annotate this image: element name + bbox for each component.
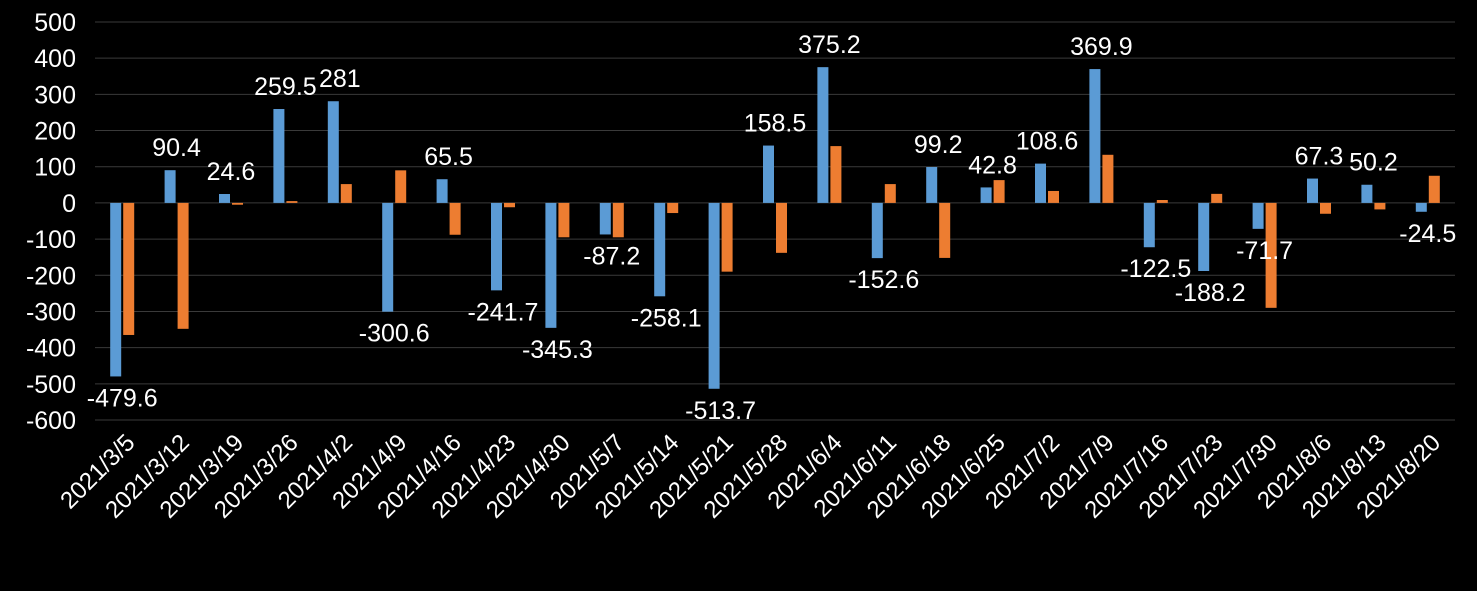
y-tick-label: -300	[26, 298, 76, 326]
data-label: 24.6	[207, 158, 256, 186]
bar-series-1	[219, 194, 230, 203]
bar-series-1	[763, 145, 774, 203]
data-label: -258.1	[631, 304, 702, 332]
bar-series-2	[123, 202, 135, 335]
data-label: -188.2	[1175, 279, 1246, 307]
y-tick-label: -500	[26, 371, 76, 399]
bar-series-2	[1320, 202, 1331, 214]
bar-series-2	[939, 202, 951, 258]
bar-series-2	[1156, 200, 1168, 203]
data-label: -300.6	[359, 320, 430, 348]
data-label: 65.5	[424, 143, 473, 171]
bar-series-1	[654, 202, 666, 297]
bar-series-2	[340, 184, 352, 203]
bar-series-2	[177, 202, 189, 329]
bar-series-2	[558, 202, 570, 238]
bar-series-1	[164, 170, 176, 203]
bar-series-1	[436, 179, 448, 203]
y-tick-label: 200	[34, 118, 76, 146]
bar-series-1	[382, 202, 394, 312]
bar-series-1	[708, 202, 720, 389]
gridlines	[95, 21, 1455, 421]
bar-series-1	[1415, 202, 1427, 212]
data-label: 108.6	[1016, 128, 1079, 156]
data-label: 375.2	[798, 31, 861, 59]
bar-series-2	[395, 170, 407, 203]
data-label: -24.5	[1399, 220, 1456, 248]
bar-series-2	[830, 146, 842, 203]
data-label: -513.7	[685, 397, 756, 425]
y-tick-label: 500	[34, 9, 76, 37]
y-tick-label: 0	[62, 190, 76, 218]
data-labels: -479.6 90.424.6 259.5 281 -300.6 65.5 -241.7 -3…	[87, 31, 1457, 425]
data-label: 42.8	[968, 151, 1017, 179]
bar-series-2	[504, 202, 515, 208]
data-label: -241.7	[468, 298, 539, 326]
data-label: 90.4	[152, 134, 201, 162]
bar-series-2	[667, 202, 679, 214]
bar-series-2	[884, 184, 896, 203]
data-label: 281	[319, 65, 361, 93]
bar-series-1	[871, 202, 883, 259]
bar-series-2	[1211, 193, 1223, 203]
bar-series-1	[491, 202, 502, 291]
y-tick-label: 300	[34, 81, 76, 109]
bar-series-1	[1361, 184, 1373, 203]
bar-series-2	[776, 202, 787, 253]
bar-series-1	[980, 187, 992, 203]
bar-series-1	[1089, 69, 1101, 203]
data-label: -87.2	[583, 242, 640, 270]
y-tick-label: 100	[34, 154, 76, 182]
bar-series-1	[110, 202, 122, 377]
bar-series-2	[1428, 175, 1440, 203]
y-tick-label: -200	[26, 262, 76, 290]
bar-series-2	[1265, 202, 1277, 308]
bar-series-1	[1143, 202, 1155, 248]
data-label: 50.2	[1349, 149, 1398, 177]
bar-series-2	[993, 180, 1005, 203]
data-label: 158.5	[744, 110, 807, 138]
bar-series-2	[286, 201, 298, 203]
data-label: 99.2	[914, 131, 963, 159]
data-label: 259.5	[254, 73, 317, 101]
bar-series-2	[1048, 190, 1059, 203]
bar-series-1	[817, 67, 829, 203]
data-label: 369.9	[1070, 33, 1133, 61]
data-label: -122.5	[1120, 255, 1191, 283]
bars	[110, 67, 1440, 389]
y-tick-label: -400	[26, 335, 76, 363]
bar-series-1	[273, 109, 285, 203]
y-tick-label: -100	[26, 226, 76, 254]
data-label: -152.6	[848, 266, 919, 294]
bar-series-1	[599, 202, 611, 235]
bar-series-1	[545, 202, 557, 328]
y-tick-label: 400	[34, 45, 76, 73]
data-label: -479.6	[87, 384, 158, 412]
bar-series-1	[327, 101, 339, 203]
bar-series-2	[612, 202, 624, 238]
y-tick-label: -600	[26, 407, 76, 435]
data-label: 67.3	[1295, 143, 1344, 171]
data-label: -71.7	[1236, 237, 1293, 265]
data-label: -345.3	[522, 336, 593, 364]
bar-series-2	[1102, 154, 1114, 203]
bar-series-1	[1252, 202, 1264, 229]
bar-series-2	[232, 202, 243, 205]
bar-series-1	[1198, 202, 1210, 272]
bar-series-2	[1374, 202, 1386, 210]
bar-series-2	[721, 202, 733, 272]
y-axis-ticks: 500 400 300 200 100 0 -100 -200 -300 -400 -500 -600	[26, 9, 76, 435]
bar-series-1	[1307, 178, 1318, 203]
bar-series-1	[926, 167, 938, 203]
bar-series-2	[449, 202, 461, 235]
bar-series-1	[1035, 163, 1046, 203]
